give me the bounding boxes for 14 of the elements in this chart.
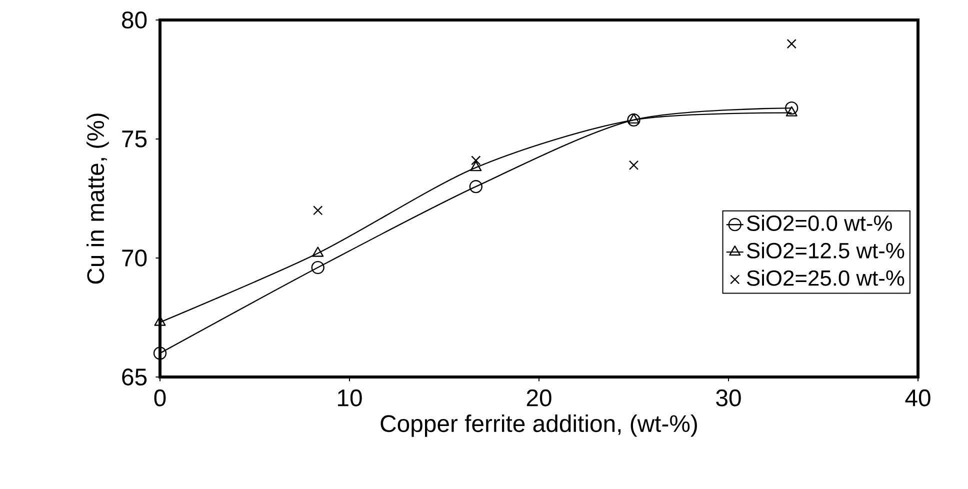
x-tick-label: 20 bbox=[526, 389, 552, 406]
legend-label: SiO2=0.0 wt-% bbox=[746, 214, 892, 231]
x-tick-label: 0 bbox=[154, 389, 166, 406]
x-tick-label: 30 bbox=[716, 389, 741, 406]
y-tick-label: 75 bbox=[122, 130, 147, 148]
legend-label: SiO2=12.5 wt-% bbox=[746, 242, 904, 258]
legend-label: SiO2=25.0 wt-% bbox=[746, 270, 904, 286]
x-tick-label: 40 bbox=[905, 389, 930, 406]
x-axis-title: Copper ferrite addition, (wt-%) bbox=[380, 414, 697, 437]
y-tick-label: 80 bbox=[122, 12, 147, 28]
y-tick-label: 70 bbox=[122, 250, 147, 266]
y-axis-title: Cu in matte, (%) bbox=[86, 114, 109, 284]
y-tick-label: 65 bbox=[122, 368, 147, 386]
x-tick-label: 10 bbox=[338, 389, 362, 406]
